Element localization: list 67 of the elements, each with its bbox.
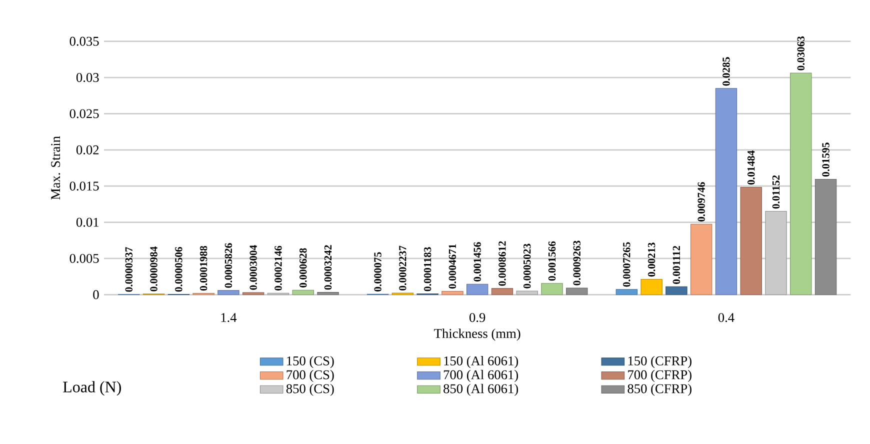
y-tick-label: 0.025 xyxy=(70,109,99,118)
data-label: 0.0005826 xyxy=(224,243,232,288)
legend-label: 700 (Al 6061) xyxy=(444,370,518,382)
bar xyxy=(790,72,812,295)
legend-label: 850 (CFRP) xyxy=(628,384,692,396)
bar xyxy=(491,288,514,295)
legend-label: 850 (Al 6061) xyxy=(444,384,518,396)
data-label: 0.0007265 xyxy=(623,242,630,287)
data-label: 0.01595 xyxy=(822,142,830,177)
legend-label: 150 (Al 6061) xyxy=(444,356,518,368)
data-label: 0.0001183 xyxy=(424,247,432,292)
data-label: 0.0008612 xyxy=(498,241,506,286)
y-tick-label: 0.015 xyxy=(70,182,99,191)
data-label: 0.0003242 xyxy=(324,245,332,290)
data-label: 0.0000506 xyxy=(175,247,182,292)
data-label: 0.0000984 xyxy=(150,246,158,292)
legend-title: Load (N) xyxy=(63,381,121,396)
data-label: 0.0002237 xyxy=(399,246,406,290)
x-tick-label: 0.4 xyxy=(718,313,734,322)
data-label: 0.0004671 xyxy=(448,244,456,289)
y-tick-label: 0.03 xyxy=(76,73,99,82)
y-tick-label: 0.005 xyxy=(70,254,99,264)
data-label: 0.01152 xyxy=(772,175,780,209)
bar xyxy=(690,224,712,295)
legend-label: 700 (CS) xyxy=(286,370,334,382)
bar xyxy=(616,289,638,295)
bar xyxy=(541,283,563,295)
data-label: 0.000628 xyxy=(300,248,307,288)
data-label: 0.0002146 xyxy=(274,246,282,290)
legend-label: 850 (CS) xyxy=(286,384,334,396)
x-axis-title: Thickness (mm) xyxy=(434,328,520,341)
legend-label: 150 (CFRP) xyxy=(628,356,692,368)
y-tick-label: 0.02 xyxy=(76,145,99,154)
y-tick-label: 0.01 xyxy=(76,218,99,227)
bar xyxy=(814,178,837,295)
bar xyxy=(740,186,762,295)
legend-label: 700 (CFRP) xyxy=(628,370,692,382)
data-label: 0.000075 xyxy=(374,252,382,292)
data-label: 0.0285 xyxy=(722,57,730,86)
data-label: 0.001112 xyxy=(672,246,680,284)
bar xyxy=(317,292,339,295)
bar xyxy=(715,88,738,295)
x-tick-label: 1.4 xyxy=(221,313,237,322)
data-label: 0.01484 xyxy=(747,150,755,185)
data-label: 0.001456 xyxy=(474,242,481,282)
bar xyxy=(218,290,240,295)
x-tick-label: 0.9 xyxy=(470,313,486,322)
y-tick-label: 0.035 xyxy=(70,36,99,46)
data-label: 0.0003004 xyxy=(250,245,257,290)
data-label: 0.0000337 xyxy=(125,247,133,292)
bar xyxy=(640,278,662,295)
data-label: 0.0009263 xyxy=(573,240,581,286)
data-label: 0.001566 xyxy=(548,241,556,281)
bar xyxy=(466,284,488,295)
bar xyxy=(566,288,588,295)
bar xyxy=(442,291,464,295)
bar xyxy=(292,290,314,295)
y-tick-label: 0 xyxy=(93,290,99,300)
data-label: 0.0005023 xyxy=(524,244,531,288)
y-axis-title: Max. Strain xyxy=(51,136,60,200)
data-label: 0.00213 xyxy=(648,242,656,277)
data-label: 0.03063 xyxy=(797,36,805,70)
legend-label: 150 (CS) xyxy=(287,356,334,368)
data-label: 0.0001988 xyxy=(200,246,208,291)
bar xyxy=(242,292,264,295)
data-label: 0.009746 xyxy=(698,182,705,222)
bar xyxy=(666,286,688,295)
